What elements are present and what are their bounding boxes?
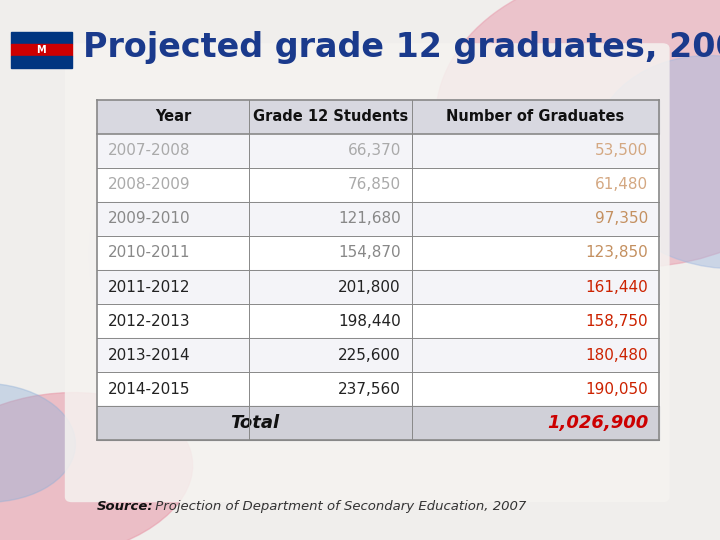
Text: 123,850: 123,850 bbox=[585, 246, 648, 260]
Ellipse shape bbox=[592, 56, 720, 268]
Text: M: M bbox=[37, 45, 46, 55]
Bar bbox=[11, 56, 72, 68]
Ellipse shape bbox=[436, 0, 720, 267]
Text: 2009-2010: 2009-2010 bbox=[108, 212, 191, 226]
Bar bbox=[97, 202, 659, 236]
Text: 2011-2012: 2011-2012 bbox=[108, 280, 191, 294]
Text: 158,750: 158,750 bbox=[585, 314, 648, 328]
Ellipse shape bbox=[0, 393, 193, 540]
Bar bbox=[97, 406, 659, 440]
Bar bbox=[97, 236, 659, 270]
Text: 154,870: 154,870 bbox=[338, 246, 401, 260]
Text: 2014-2015: 2014-2015 bbox=[108, 382, 191, 396]
Text: 198,440: 198,440 bbox=[338, 314, 401, 328]
Text: Year: Year bbox=[155, 110, 191, 124]
Text: Source:: Source: bbox=[97, 500, 154, 513]
Bar bbox=[97, 168, 659, 202]
Text: Number of Graduates: Number of Graduates bbox=[446, 110, 624, 124]
Bar bbox=[0, 0, 720, 92]
Text: 121,680: 121,680 bbox=[338, 212, 401, 226]
FancyBboxPatch shape bbox=[65, 43, 670, 502]
Text: Projected grade 12 graduates, 2008-2015: Projected grade 12 graduates, 2008-2015 bbox=[83, 31, 720, 64]
Text: 61,480: 61,480 bbox=[595, 178, 648, 192]
Text: 201,800: 201,800 bbox=[338, 280, 401, 294]
Text: Grade 12 Students: Grade 12 Students bbox=[253, 110, 408, 124]
Text: 225,600: 225,600 bbox=[338, 348, 401, 362]
Bar bbox=[97, 270, 659, 304]
Text: 76,850: 76,850 bbox=[348, 178, 401, 192]
Text: 237,560: 237,560 bbox=[338, 382, 401, 396]
Text: 1,026,900: 1,026,900 bbox=[546, 414, 648, 432]
Bar bbox=[97, 134, 659, 168]
Text: 190,050: 190,050 bbox=[585, 382, 648, 396]
Ellipse shape bbox=[89, 109, 343, 431]
Text: 2010-2011: 2010-2011 bbox=[108, 246, 191, 260]
Text: 97,350: 97,350 bbox=[595, 212, 648, 226]
Text: Projection of Department of Secondary Education, 2007: Projection of Department of Secondary Ed… bbox=[151, 500, 526, 513]
Bar bbox=[97, 372, 659, 406]
Bar bbox=[97, 338, 659, 372]
Text: 53,500: 53,500 bbox=[595, 144, 648, 158]
Text: 2007-2008: 2007-2008 bbox=[108, 144, 191, 158]
Text: 161,440: 161,440 bbox=[585, 280, 648, 294]
Ellipse shape bbox=[0, 383, 76, 502]
Text: 2013-2014: 2013-2014 bbox=[108, 348, 191, 362]
Bar bbox=[97, 100, 659, 134]
Bar bbox=[11, 44, 72, 56]
Text: 180,480: 180,480 bbox=[585, 348, 648, 362]
Text: 2012-2013: 2012-2013 bbox=[108, 314, 191, 328]
Text: Total: Total bbox=[230, 414, 279, 432]
Text: 66,370: 66,370 bbox=[348, 144, 401, 158]
Text: 2008-2009: 2008-2009 bbox=[108, 178, 191, 192]
Bar bbox=[97, 304, 659, 338]
Bar bbox=[11, 32, 72, 44]
